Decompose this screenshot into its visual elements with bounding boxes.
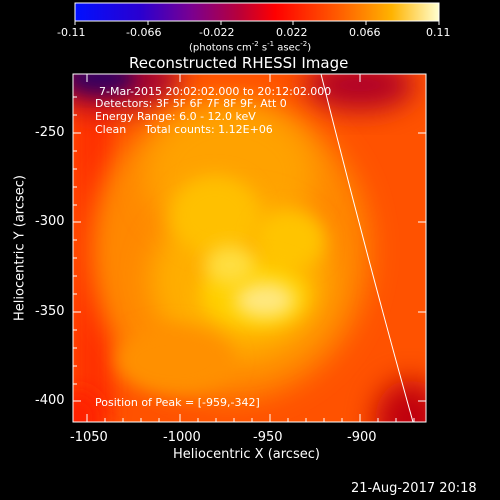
clean-method: Clean bbox=[95, 123, 127, 136]
y-axis-ticks bbox=[73, 96, 426, 402]
colorbar-tick-marks bbox=[74, 21, 440, 25]
colorbar-tick-label: 0.022 bbox=[276, 26, 308, 39]
colorbar-gradient bbox=[74, 2, 440, 22]
colorbar-tick-label: -0.066 bbox=[126, 26, 162, 39]
generation-date: 21-Aug-2017 20:18 bbox=[351, 481, 477, 496]
flare-intensity-map bbox=[73, 74, 426, 422]
colorbar-tick-label: -0.022 bbox=[199, 26, 235, 39]
colorbar-tick-label: -0.11 bbox=[57, 26, 86, 39]
colorbar bbox=[74, 2, 440, 25]
y-tick-label: -250 bbox=[35, 125, 65, 140]
y-tick-label: -350 bbox=[35, 304, 65, 319]
x-tick-label: -950 bbox=[253, 430, 283, 445]
plot-frame bbox=[72, 73, 427, 423]
x-tick-label: -1050 bbox=[70, 430, 108, 445]
detectors-info: Detectors: 3F 5F 6F 7F 8F 9F, Att 0 bbox=[95, 97, 287, 110]
x-axis-ticks bbox=[86, 74, 415, 422]
colorbar-tick-label: 0.11 bbox=[426, 26, 451, 39]
energy-range: Energy Range: 6.0 - 12.0 keV bbox=[95, 110, 256, 123]
peak-position: Position of Peak = [-959,-342] bbox=[95, 396, 260, 409]
y-tick-label: -300 bbox=[35, 214, 65, 229]
y-axis-label: Heliocentric Y (arcsec) bbox=[12, 175, 28, 321]
x-axis-label: Heliocentric X (arcsec) bbox=[173, 447, 320, 462]
solar-limb-line bbox=[320, 74, 414, 422]
colorbar-tick-label: 0.066 bbox=[349, 26, 381, 39]
image-title: Reconstructed RHESSI Image bbox=[129, 54, 349, 72]
total-counts: Total counts: 1.12E+06 bbox=[145, 123, 273, 136]
x-tick-label: -900 bbox=[347, 430, 377, 445]
observation-time: 7-Mar-2015 20:02:02.000 to 20:12:02.000 bbox=[99, 85, 332, 98]
y-tick-label: -400 bbox=[35, 393, 65, 408]
colorbar-unit-label: (photons cm-2 s-1 asec-2) bbox=[189, 40, 312, 54]
x-tick-label: -1000 bbox=[163, 430, 201, 445]
